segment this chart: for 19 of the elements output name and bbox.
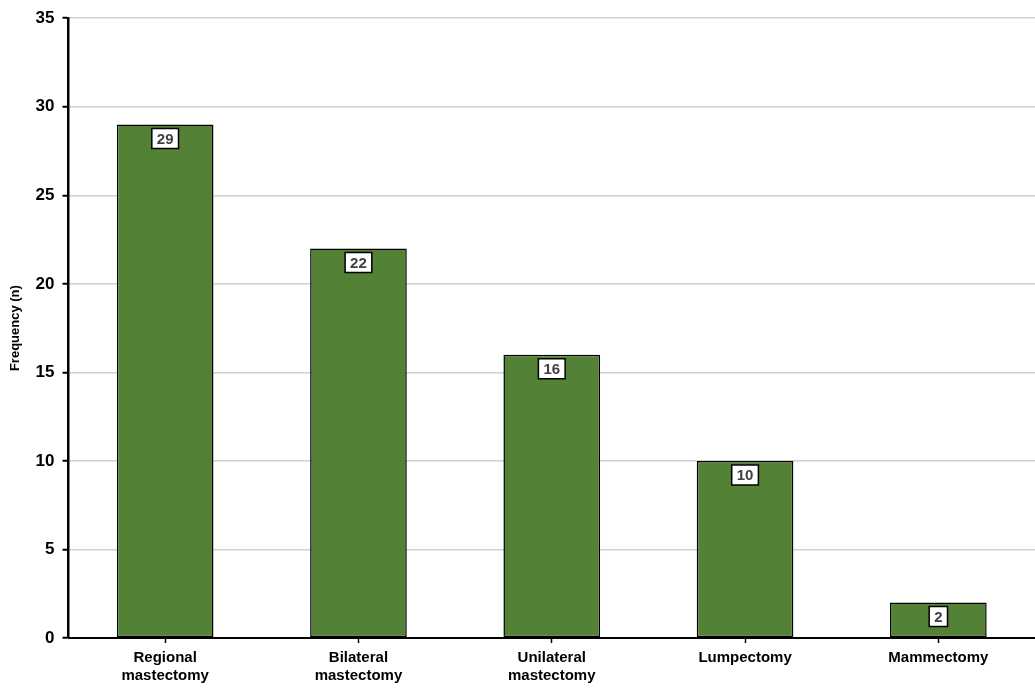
y-tick-label: 5 bbox=[45, 539, 55, 559]
data-label: 2 bbox=[934, 607, 943, 625]
y-tick-label: 35 bbox=[35, 7, 55, 27]
y-tick-label: 0 bbox=[45, 627, 55, 647]
x-tick-label: Unilateral mastectomy bbox=[507, 648, 597, 684]
x-tick-label: Bilateral mastectomy bbox=[314, 648, 403, 684]
x-tick-label: Lumpectomy bbox=[698, 648, 793, 666]
data-label: 29 bbox=[156, 129, 174, 147]
data-label: 10 bbox=[736, 466, 754, 484]
y-tick-label: 20 bbox=[35, 273, 55, 293]
y-tick-label: 15 bbox=[35, 362, 55, 382]
x-tick-label: Regional mastectomy bbox=[121, 648, 210, 684]
y-axis-title: Frequency (n) bbox=[7, 285, 23, 372]
data-label: 16 bbox=[543, 359, 561, 377]
y-tick-label: 25 bbox=[35, 184, 55, 204]
x-tick-label: Mammectomy bbox=[888, 648, 990, 666]
y-tick-label: 30 bbox=[35, 96, 55, 116]
data-label: 22 bbox=[350, 253, 367, 271]
y-tick-label: 10 bbox=[35, 450, 55, 470]
